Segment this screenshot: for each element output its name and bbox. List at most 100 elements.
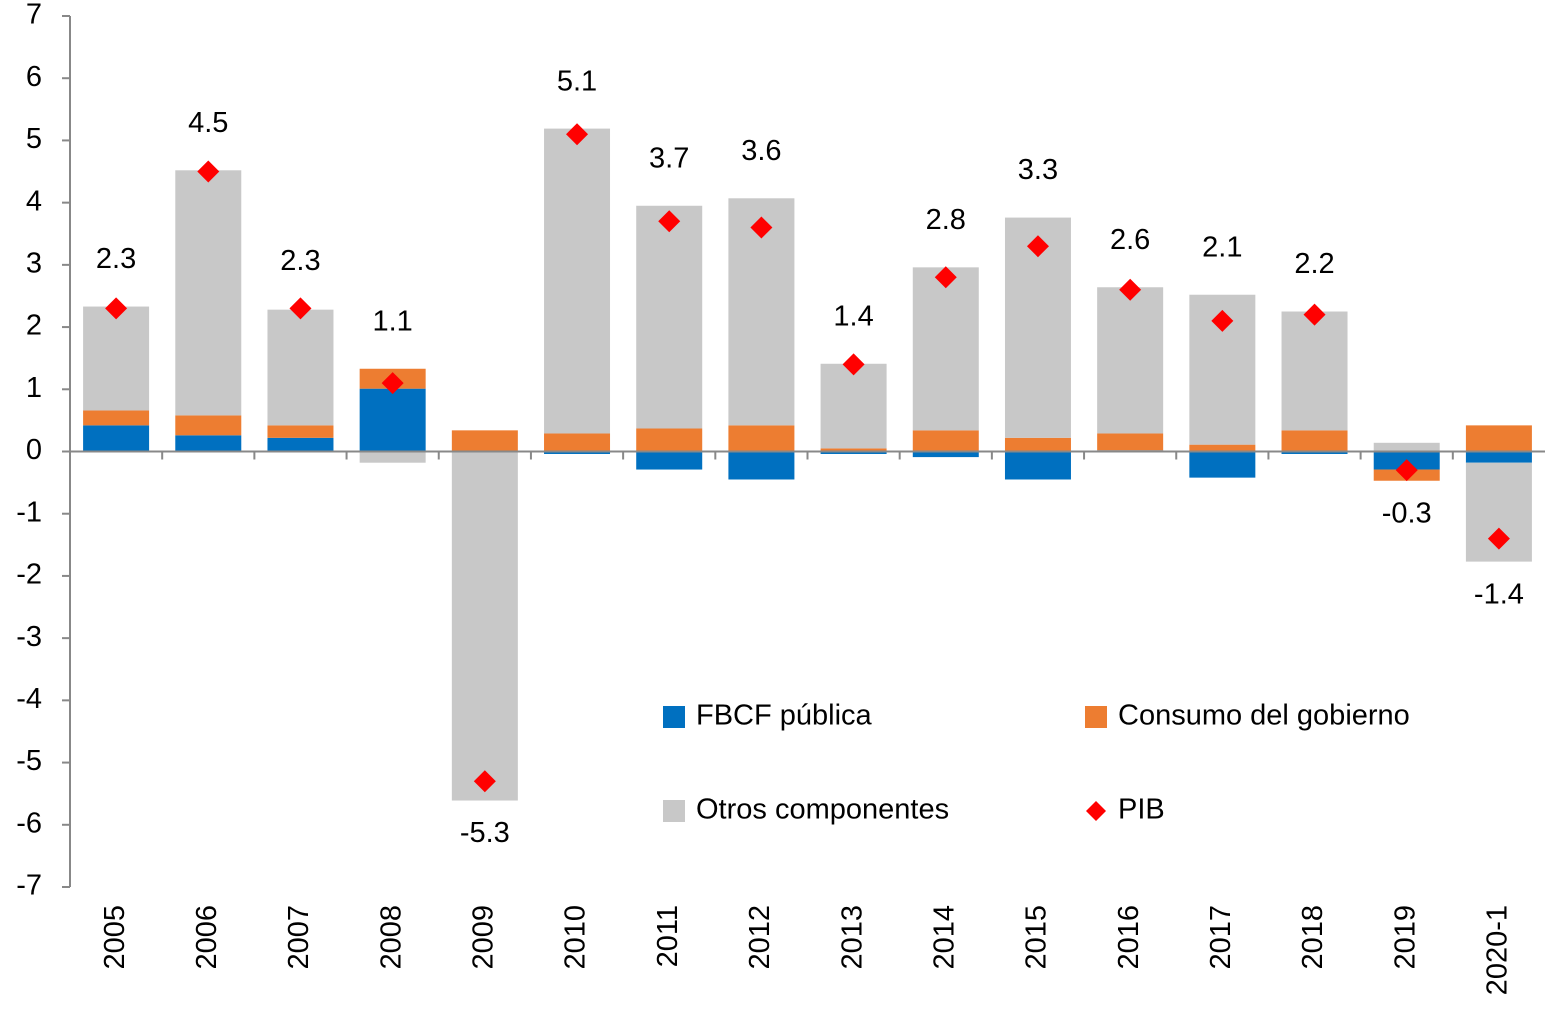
x-tick-label: 2012	[744, 905, 776, 970]
bar-segment	[83, 410, 150, 426]
data-label: 1.4	[833, 300, 873, 332]
x-tick-label: 2020-1	[1482, 905, 1514, 995]
bar-segment	[544, 128, 611, 434]
legend-label: Consumo del gobierno	[1118, 700, 1410, 732]
data-label: 2.3	[280, 245, 320, 277]
bar-segment	[820, 448, 887, 452]
y-tick-label: 1	[26, 372, 42, 404]
bar-segment	[1097, 287, 1164, 434]
bar-segment	[1004, 451, 1071, 480]
bar-segment	[544, 433, 611, 452]
data-label: 3.3	[1018, 154, 1058, 186]
x-tick-label: 2015	[1021, 905, 1053, 970]
bar-segment	[359, 451, 426, 463]
bar-segment	[636, 451, 703, 470]
y-tick-label: 2	[26, 310, 42, 342]
bar-segment	[1004, 437, 1071, 452]
data-label: -1.4	[1474, 578, 1524, 610]
x-tick-label: 2009	[468, 905, 500, 970]
bar-segment	[267, 309, 334, 426]
bar-segment	[636, 205, 703, 429]
legend-label: PIB	[1118, 794, 1165, 826]
bar-segment	[1373, 442, 1440, 452]
data-label: 3.7	[649, 142, 689, 174]
x-tick-label: 2016	[1113, 905, 1145, 970]
bar-segment	[912, 430, 979, 452]
bar-segment	[820, 363, 887, 449]
data-label: 1.1	[372, 305, 412, 337]
y-tick-label: 0	[26, 434, 42, 466]
bar-segment	[636, 428, 703, 452]
legend-marker	[1086, 801, 1106, 821]
data-label: -5.3	[460, 817, 510, 849]
pib-marker	[658, 210, 681, 233]
x-tick-label: 2005	[99, 905, 131, 970]
pib-marker	[197, 160, 220, 183]
pib-marker	[1303, 303, 1326, 326]
legend-label: Otros componentes	[696, 794, 949, 826]
y-tick-label: 3	[26, 248, 42, 280]
bar-segment	[728, 425, 795, 452]
bar-segment	[1097, 433, 1164, 451]
data-label: 2.8	[926, 204, 966, 236]
bar-segment	[1465, 451, 1532, 463]
pib-marker	[934, 266, 957, 289]
bar-segment	[1281, 451, 1348, 454]
bar-segment	[83, 425, 150, 452]
bar-segment	[544, 451, 611, 454]
y-tick-label: -4	[16, 683, 42, 715]
data-label: -0.3	[1382, 497, 1432, 529]
x-tick-label: 2014	[928, 905, 960, 970]
bar-segment	[175, 415, 242, 436]
legend-swatch	[663, 706, 685, 728]
y-tick-label: 5	[26, 123, 42, 155]
data-label: 5.1	[557, 65, 597, 97]
pib-marker	[1119, 278, 1142, 301]
data-label: 2.1	[1202, 231, 1242, 263]
data-label: 2.2	[1294, 248, 1334, 280]
data-label: 2.3	[96, 243, 136, 275]
bar-segment	[267, 437, 334, 452]
bar-segment	[175, 170, 242, 416]
x-tick-label: 2008	[375, 905, 407, 970]
x-tick-label: 2011	[652, 905, 684, 967]
y-tick-label: -6	[16, 807, 42, 839]
y-tick-label: 7	[26, 0, 42, 31]
pib-marker	[105, 297, 128, 320]
y-tick-label: 6	[26, 61, 42, 93]
data-label: 4.5	[188, 107, 228, 139]
pib-marker	[381, 372, 404, 395]
bar-segment	[1465, 425, 1532, 452]
legend-label: FBCF pública	[696, 700, 873, 732]
x-tick-label: 2018	[1297, 905, 1329, 970]
y-tick-label: -7	[16, 870, 42, 902]
x-tick-label: 2010	[560, 905, 592, 970]
bar-segment	[359, 388, 426, 452]
bar-segment	[1189, 451, 1256, 478]
bar-segment	[175, 435, 242, 452]
bar-segment	[83, 306, 150, 411]
x-tick-label: 2007	[283, 905, 315, 970]
bar-segment	[912, 451, 979, 458]
data-label: 3.6	[741, 135, 781, 167]
bar-segment	[728, 451, 795, 480]
pib-marker	[473, 770, 496, 793]
y-tick-label: -5	[16, 745, 42, 777]
x-tick-label: 2006	[191, 905, 223, 970]
pib-marker	[1487, 527, 1510, 550]
bar-segment	[267, 425, 334, 438]
pib-marker	[289, 297, 312, 320]
bar-segment	[1281, 311, 1348, 431]
y-tick-label: -3	[16, 621, 42, 653]
y-tick-label: -1	[16, 496, 42, 528]
y-tick-label: -2	[16, 559, 42, 591]
pib-marker	[1395, 459, 1418, 482]
legend-swatch	[1085, 706, 1107, 728]
y-tick-label: 4	[26, 185, 42, 217]
pib-marker	[1026, 235, 1049, 258]
pib-marker	[1211, 309, 1234, 332]
bar-segment	[451, 430, 518, 452]
legend-swatch	[663, 800, 685, 822]
x-tick-label: 2019	[1389, 905, 1421, 970]
